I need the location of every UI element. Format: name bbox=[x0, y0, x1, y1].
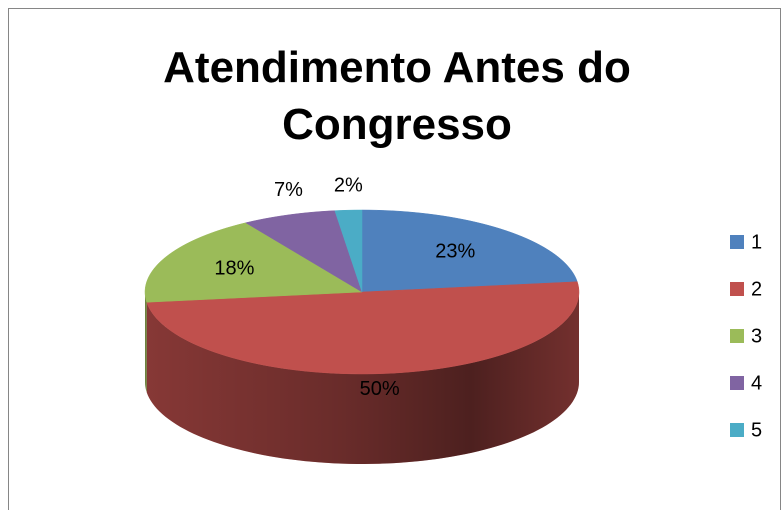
legend-swatch bbox=[730, 282, 744, 296]
data-label: 2% bbox=[334, 174, 363, 196]
legend-swatch bbox=[730, 423, 744, 437]
slice-side-shade bbox=[145, 292, 147, 393]
title-part: Congresso bbox=[282, 100, 512, 149]
legend-swatch bbox=[730, 376, 744, 390]
legend-label: 5 bbox=[751, 419, 762, 441]
slice bbox=[361, 209, 578, 293]
slice bbox=[146, 281, 580, 375]
data-label: 23% bbox=[435, 240, 475, 262]
slice bbox=[144, 222, 363, 303]
legend-swatch bbox=[730, 235, 744, 249]
data-label: 18% bbox=[214, 258, 254, 280]
slice bbox=[334, 209, 363, 293]
chart-title-line-2: Congresso bbox=[282, 100, 512, 149]
legend-label: 3 bbox=[751, 325, 762, 347]
legend-label: 1 bbox=[751, 231, 762, 253]
legend-label: 2 bbox=[751, 278, 762, 300]
slice-side-shade bbox=[146, 292, 579, 464]
data-label: 50% bbox=[360, 378, 400, 400]
chart-title-line-1: Atendimento Antes do bbox=[163, 43, 631, 92]
title-part: Atendimento Antes do bbox=[163, 43, 631, 92]
legend-swatch bbox=[730, 329, 744, 343]
slice bbox=[245, 210, 363, 293]
legend-label: 4 bbox=[751, 372, 762, 394]
data-label: 7% bbox=[274, 179, 303, 201]
